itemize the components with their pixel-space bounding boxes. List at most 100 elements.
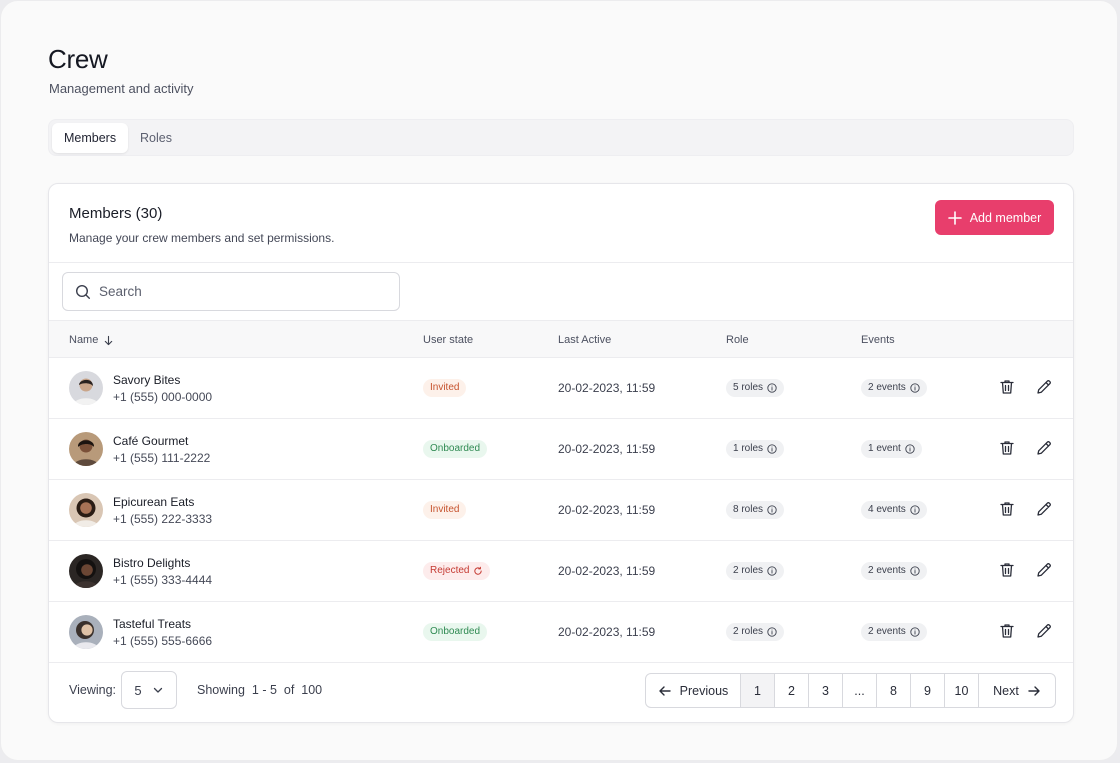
members-card-title: Members (30) — [69, 205, 163, 222]
previous-label: Previous — [679, 683, 729, 698]
column-header-name-label: Name — [69, 334, 99, 346]
page-ellipsis: ... — [843, 674, 877, 707]
trash-icon[interactable] — [998, 622, 1016, 640]
search-input[interactable] — [99, 284, 379, 299]
tab-members[interactable]: Members — [52, 123, 129, 153]
info-icon — [767, 566, 777, 576]
trash-icon[interactable] — [998, 378, 1016, 396]
pencil-icon[interactable] — [1035, 378, 1053, 396]
table-header: Name User state Last Active Role Events — [49, 320, 1073, 358]
avatar — [69, 493, 103, 527]
roles-chip[interactable]: 2 roles — [726, 623, 785, 641]
avatar — [69, 554, 103, 588]
table-row[interactable]: Savory Bites +1 (555) 000-0000 Invited 2… — [49, 358, 1073, 419]
table-row[interactable]: Tasteful Treats +1 (555) 555-6666 Onboar… — [49, 602, 1073, 663]
member-name: Savory Bites — [113, 373, 181, 387]
pencil-icon[interactable] — [1035, 500, 1053, 518]
page-button-2[interactable]: 2 — [775, 674, 809, 707]
avatar — [69, 615, 103, 649]
roles-chip[interactable]: 8 roles — [726, 501, 785, 519]
member-name: Café Gourmet — [113, 434, 189, 448]
next-page-button[interactable]: Next — [979, 674, 1055, 707]
last-active: 20-02-2023, 11:59 — [558, 503, 656, 517]
member-phone: +1 (555) 333-4444 — [113, 573, 213, 587]
info-icon — [910, 505, 920, 515]
info-icon — [767, 444, 777, 454]
page-title: Crew — [48, 44, 108, 74]
member-phone: +1 (555) 000-0000 — [113, 390, 213, 404]
member-phone: +1 (555) 222-3333 — [113, 512, 213, 526]
trash-icon[interactable] — [998, 439, 1016, 457]
last-active: 20-02-2023, 11:59 — [558, 625, 656, 639]
info-icon — [905, 444, 915, 454]
last-active: 20-02-2023, 11:59 — [558, 564, 656, 578]
status-badge-label: Onboarded — [430, 626, 481, 637]
member-name: Bistro Delights — [113, 556, 191, 570]
add-member-label: Add member — [969, 210, 1042, 225]
status-badge: Onboarded — [423, 623, 488, 641]
trash-icon[interactable] — [998, 500, 1016, 518]
table-row[interactable]: Bistro Delights +1 (555) 333-4444 Reject… — [49, 541, 1073, 602]
status-badge-label: Invited — [430, 382, 460, 393]
events-chip[interactable]: 2 events — [861, 562, 927, 580]
page-subtitle: Management and activity — [49, 81, 194, 96]
roles-chip-label: 2 roles — [733, 626, 764, 637]
member-name: Epicurean Eats — [113, 495, 195, 509]
search-box — [62, 272, 400, 311]
pencil-icon[interactable] — [1035, 561, 1053, 579]
roles-chip[interactable]: 1 roles — [726, 440, 785, 458]
tab-roles[interactable]: Roles — [140, 131, 172, 145]
showing-label: Showing — [197, 683, 245, 697]
page-button-3[interactable]: 3 — [809, 674, 843, 707]
roles-chip-label: 5 roles — [733, 382, 764, 393]
add-member-button[interactable]: Add member — [935, 200, 1054, 235]
status-badge-label: Rejected — [430, 565, 470, 576]
status-badge: Onboarded — [423, 440, 488, 458]
members-card-description: Manage your crew members and set permiss… — [69, 231, 335, 245]
card-header-divider — [49, 262, 1073, 263]
member-name: Tasteful Treats — [113, 617, 192, 631]
showing-total: 100 — [301, 683, 323, 697]
roles-chip[interactable]: 5 roles — [726, 379, 785, 397]
per-page-value: 5 — [134, 682, 142, 698]
roles-chip-label: 2 roles — [733, 565, 764, 576]
refresh-icon[interactable] — [473, 566, 483, 576]
avatar — [69, 432, 103, 466]
info-icon — [910, 566, 920, 576]
members-card: Members (30) Manage your crew members an… — [48, 183, 1074, 723]
column-header-last-active: Last Active — [558, 334, 612, 346]
arrow-left-icon — [658, 685, 671, 696]
page-button-9[interactable]: 9 — [911, 674, 945, 707]
column-header-events: Events — [861, 334, 895, 346]
member-phone: +1 (555) 111-2222 — [113, 451, 211, 465]
roles-chip-label: 1 roles — [733, 443, 764, 454]
pencil-icon[interactable] — [1035, 622, 1053, 640]
per-page-select[interactable]: 5 — [121, 671, 177, 709]
info-icon — [910, 627, 920, 637]
status-badge: Rejected — [423, 562, 491, 580]
events-chip[interactable]: 2 events — [861, 379, 927, 397]
events-chip-label: 4 events — [868, 504, 906, 515]
chevron-down-icon — [153, 687, 162, 693]
trash-icon[interactable] — [998, 561, 1016, 579]
events-chip-label: 2 events — [868, 565, 906, 576]
events-chip-label: 2 events — [868, 626, 906, 637]
table-row[interactable]: Epicurean Eats +1 (555) 222-3333 Invited… — [49, 480, 1073, 541]
page-button-8[interactable]: 8 — [877, 674, 911, 707]
events-chip[interactable]: 4 events — [861, 501, 927, 519]
column-header-name[interactable]: Name — [69, 334, 114, 346]
column-header-role: Role — [726, 334, 749, 346]
previous-page-button[interactable]: Previous — [646, 674, 741, 707]
roles-chip[interactable]: 2 roles — [726, 562, 785, 580]
events-chip[interactable]: 2 events — [861, 623, 927, 641]
page-button-1[interactable]: 1 — [741, 674, 775, 707]
pencil-icon[interactable] — [1035, 439, 1053, 457]
events-chip-label: 1 event — [868, 443, 901, 454]
member-phone: +1 (555) 555-6666 — [113, 634, 213, 648]
page-button-10[interactable]: 10 — [945, 674, 979, 707]
info-icon — [767, 505, 777, 515]
status-badge: Invited — [423, 501, 467, 519]
table-row[interactable]: Café Gourmet +1 (555) 111-2222 Onboarded… — [49, 419, 1073, 480]
info-icon — [910, 383, 920, 393]
events-chip[interactable]: 1 event — [861, 440, 922, 458]
